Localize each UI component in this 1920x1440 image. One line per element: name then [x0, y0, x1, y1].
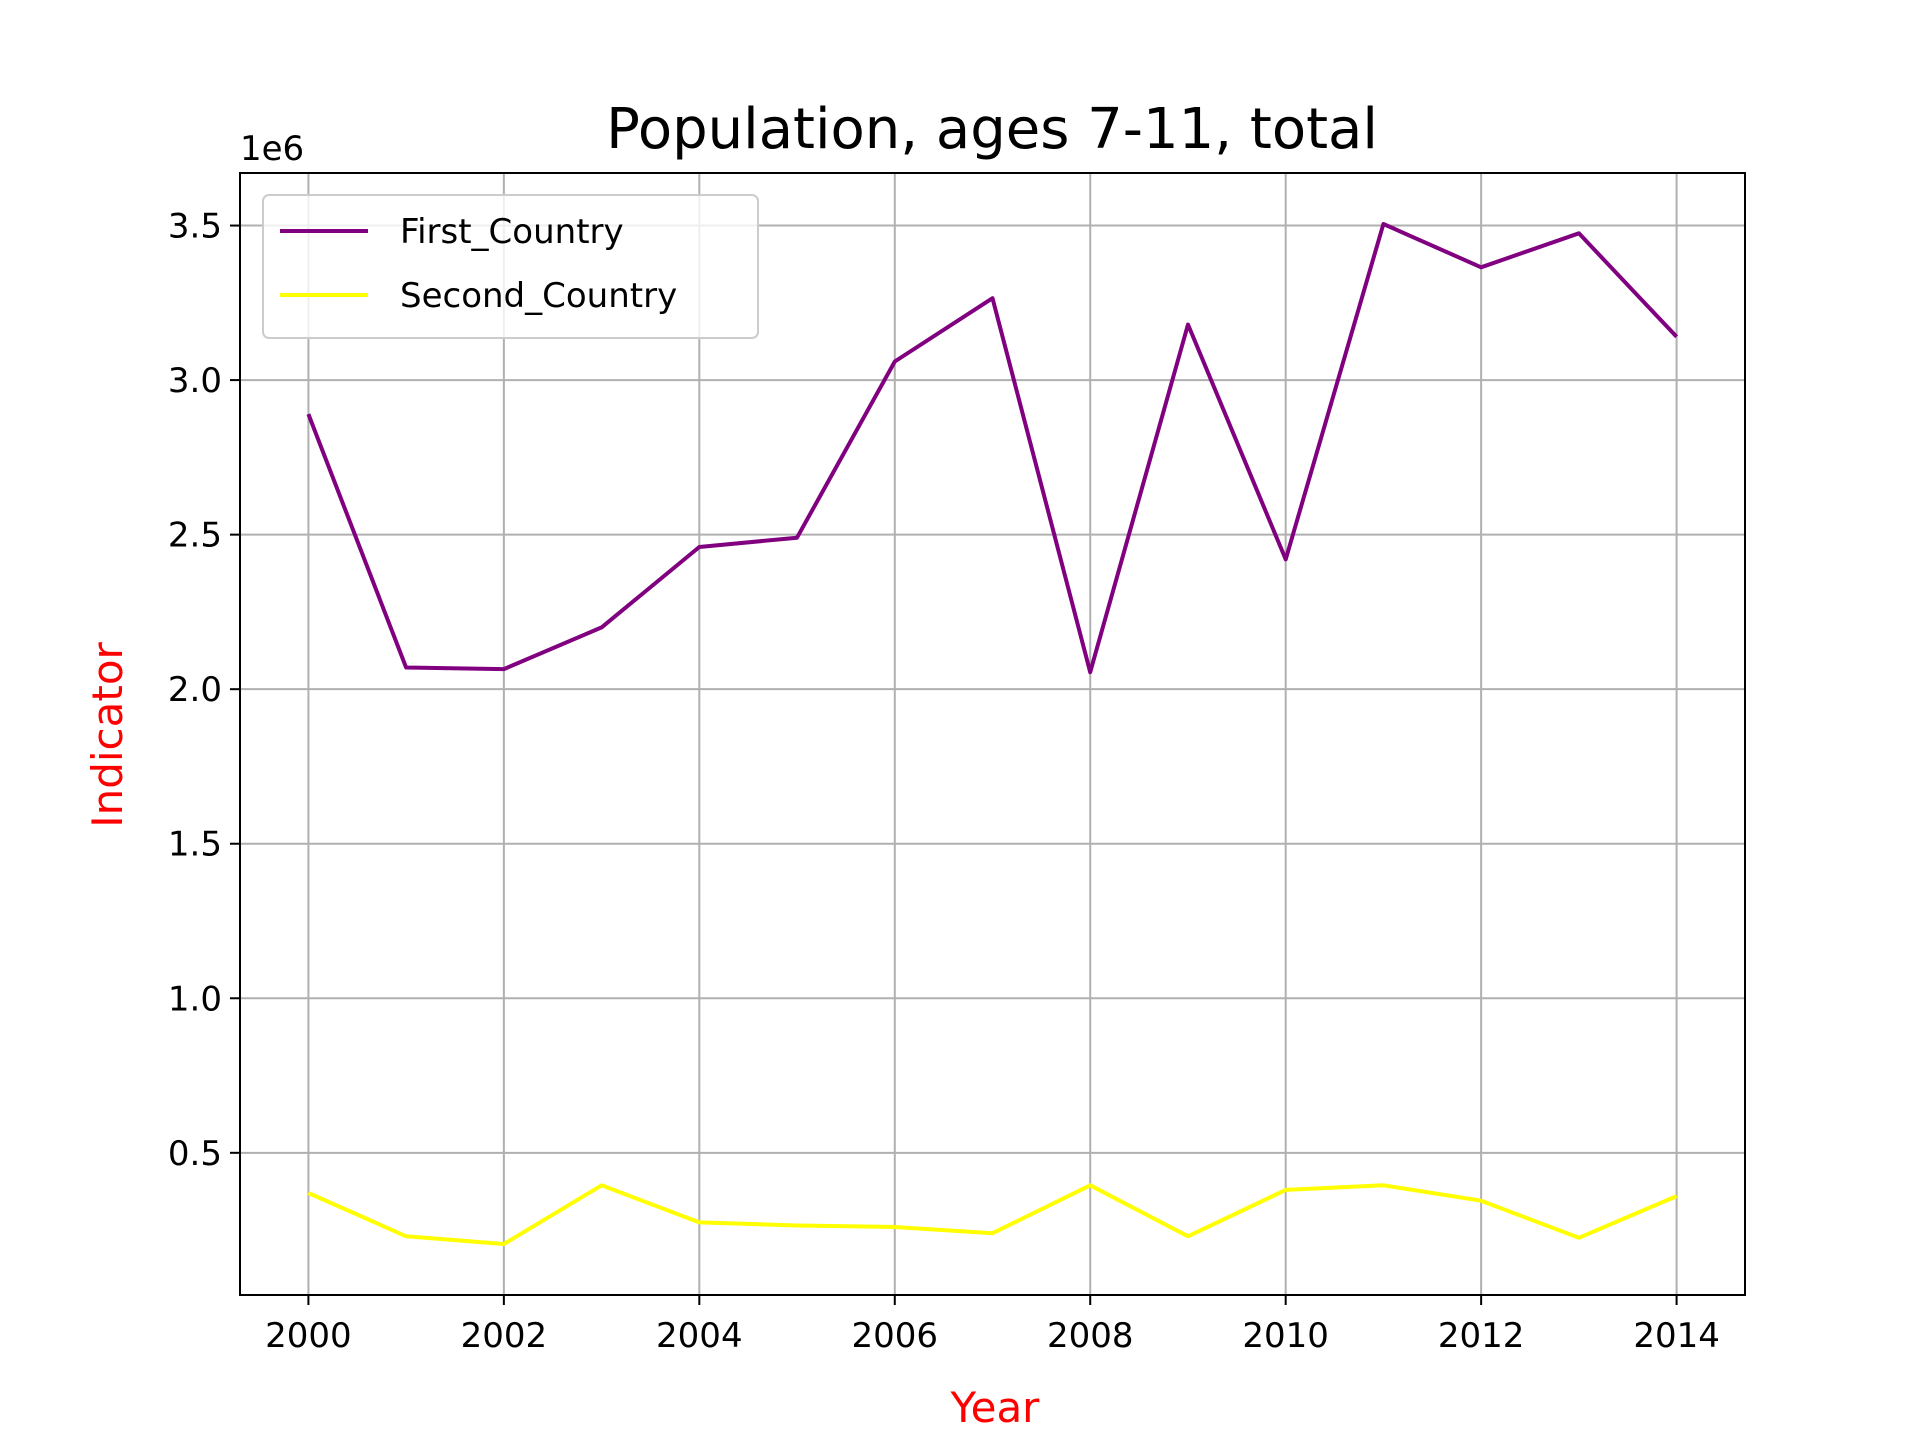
- legend-label-second-country: Second_Country: [400, 276, 677, 316]
- series-line-first-country: [306, 222, 1679, 675]
- y-tick-label: 1.5: [168, 825, 222, 865]
- legend-label-first-country: First_Country: [400, 212, 624, 252]
- y-tick-label: 0.5: [168, 1134, 222, 1174]
- y-tick-label: 1.0: [168, 979, 222, 1019]
- plot-frame: [239, 172, 1746, 1296]
- x-tick-label: 2014: [1633, 1316, 1720, 1356]
- y-axis-label: Indicator: [83, 641, 132, 827]
- y-tick-label: 3.5: [168, 207, 222, 247]
- y-offset-label: 1e6: [240, 129, 304, 169]
- x-tick-label: 2000: [265, 1316, 352, 1356]
- legend: First_Country Second_Country: [262, 194, 759, 339]
- chart-title: Population, ages 7-11, total: [606, 97, 1378, 162]
- series-lines: [306, 222, 1679, 1246]
- x-tick-label: 2010: [1242, 1316, 1329, 1356]
- series-line-second-country: [307, 1183, 1678, 1246]
- x-tick-label: 2008: [1047, 1316, 1134, 1356]
- x-tick-label: 2012: [1438, 1316, 1525, 1356]
- x-tick-label: 2004: [656, 1316, 743, 1356]
- grid-lines: [240, 173, 1745, 1295]
- x-tick-label: 2002: [461, 1316, 548, 1356]
- legend-box: [262, 194, 759, 339]
- y-tick-label: 2.5: [168, 516, 222, 556]
- y-tick-label: 2.0: [168, 670, 222, 710]
- x-tick-label: 2006: [852, 1316, 939, 1356]
- axis-ticks: 2000 2002 2004 2006 2008 2010 2012 2014 0.5 1.0 1.…: [168, 207, 1720, 1356]
- y-tick-label: 3.0: [168, 361, 222, 401]
- x-axis-label: Year: [950, 1383, 1041, 1432]
